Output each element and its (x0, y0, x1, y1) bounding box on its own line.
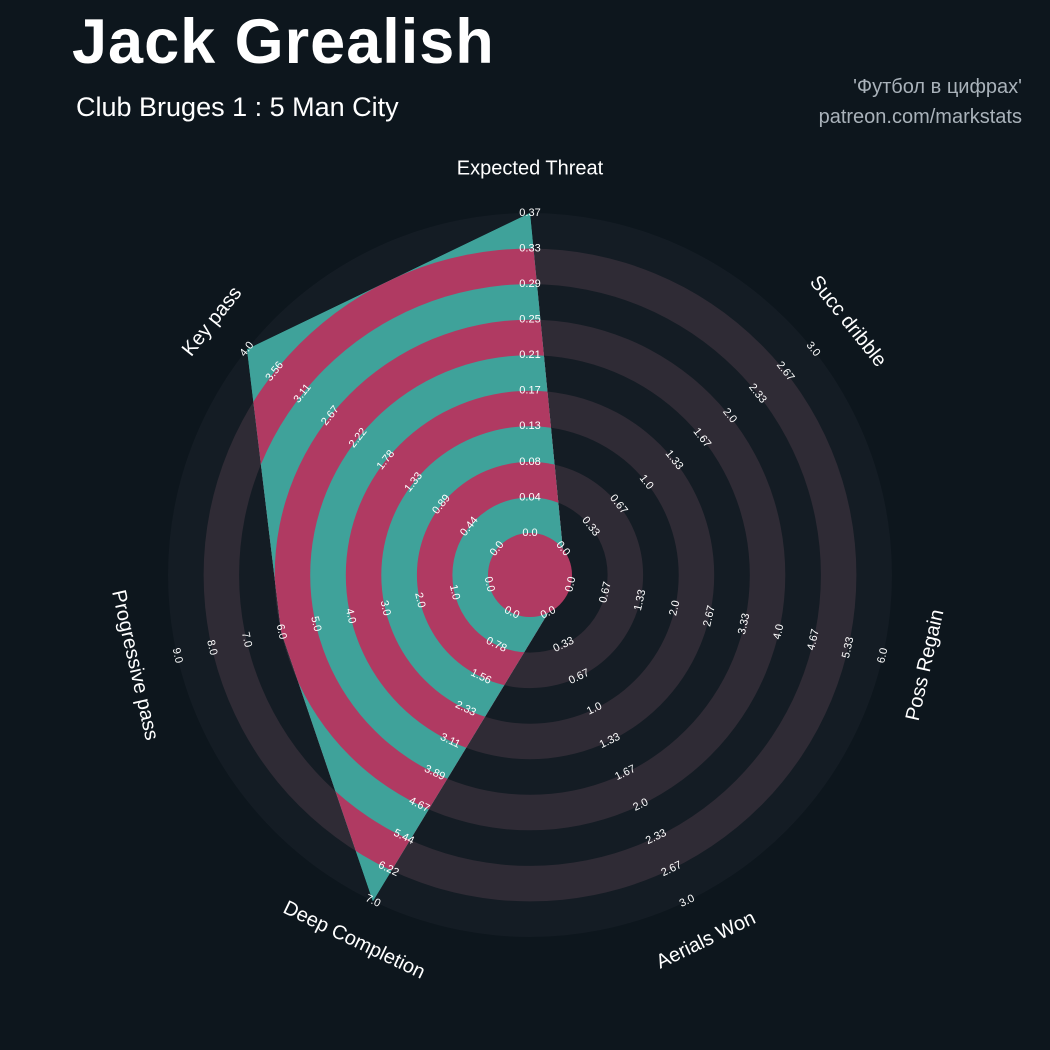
tick-label: 3.33 (736, 612, 752, 636)
tick-label: 1.0 (447, 583, 462, 601)
tick-label: 0.0 (539, 604, 558, 621)
tick-label: 0.37 (519, 207, 540, 219)
tick-label: 4.0 (771, 623, 786, 641)
tick-label: 2.0 (412, 591, 427, 609)
tick-label: 0.13 (519, 420, 540, 432)
tick-label: 0.33 (519, 243, 540, 255)
tick-label: 0.0 (502, 604, 521, 621)
credit-brand: 'Футбол в цифрах' (853, 76, 1022, 98)
tick-label: 9.0 (170, 647, 185, 665)
axis-label: Poss Regain (902, 607, 949, 722)
tick-label: 0.08 (519, 456, 540, 468)
tick-label: 1.0 (585, 700, 604, 717)
tick-label: 8.0 (204, 639, 219, 657)
axis-label: Expected Threat (457, 157, 604, 179)
tick-label: 3.0 (378, 599, 393, 617)
tick-label: 0.29 (519, 278, 540, 290)
center-circle (488, 533, 572, 617)
tick-label: 2.0 (667, 599, 682, 617)
tick-label: 7.0 (363, 892, 382, 909)
tick-label: 0.21 (519, 349, 540, 361)
tick-label: 0.04 (519, 491, 540, 503)
tick-label: 4.67 (805, 628, 821, 652)
tick-label: 2.67 (701, 604, 717, 628)
tick-label: 2.0 (631, 796, 650, 813)
tick-label: 0.0 (522, 527, 537, 539)
tick-label: 6.0 (274, 623, 289, 641)
credit-url: patreon.com/markstats (818, 106, 1022, 128)
page-title: Jack Grealish (72, 7, 495, 77)
axis-label: Key pass (178, 282, 246, 360)
tick-label: 0.0 (563, 575, 578, 593)
tick-label: 0.17 (519, 385, 540, 397)
tick-label: 0.0 (482, 575, 497, 593)
tick-label: 1.33 (632, 588, 648, 612)
tick-label: 6.0 (875, 647, 890, 665)
credits-block: 'Футбол в цифрах' patreon.com/markstats (819, 72, 1022, 132)
axis-label: Aerials Won (653, 907, 759, 973)
tick-label: 5.33 (840, 636, 856, 660)
tick-label: 0.67 (597, 581, 613, 605)
tick-label: 5.0 (308, 615, 323, 633)
tick-label: 4.0 (343, 607, 358, 625)
axis-label: Progressive pass (107, 588, 163, 742)
tick-label: 0.25 (519, 314, 540, 326)
tick-label: 7.0 (239, 631, 254, 649)
tick-label: 3.0 (678, 892, 697, 909)
match-subtitle: Club Bruges 1 : 5 Man City (76, 92, 399, 122)
